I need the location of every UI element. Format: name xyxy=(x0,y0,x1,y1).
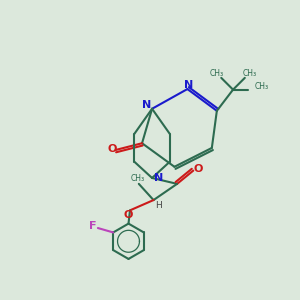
Text: CH₃: CH₃ xyxy=(242,69,256,78)
Text: N: N xyxy=(184,80,193,90)
Text: O: O xyxy=(194,164,203,174)
Text: CH₃: CH₃ xyxy=(210,69,224,78)
Text: H: H xyxy=(155,201,162,210)
Text: F: F xyxy=(89,221,96,231)
Text: N: N xyxy=(154,173,163,183)
Text: N: N xyxy=(142,100,152,110)
Text: O: O xyxy=(124,210,133,220)
Text: O: O xyxy=(107,143,117,154)
Text: CH₃: CH₃ xyxy=(130,174,144,183)
Text: CH₃: CH₃ xyxy=(254,82,268,91)
